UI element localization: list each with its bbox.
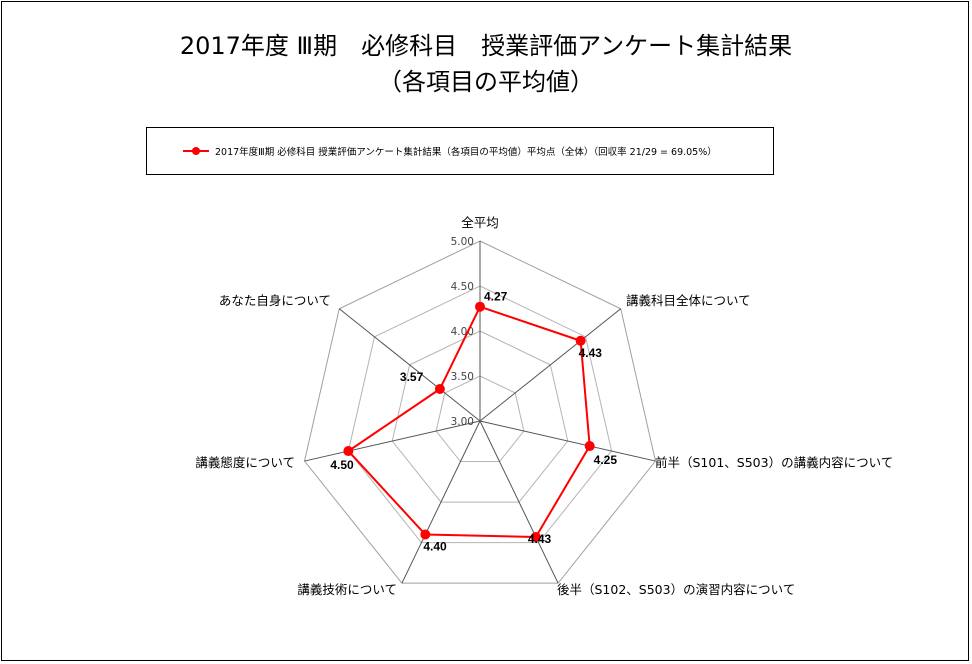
tick-label: 3.50 — [451, 371, 474, 383]
category-label: 前半（S101、S503）の講義内容について — [655, 455, 893, 470]
category-label: 講義態度について — [195, 455, 295, 470]
tick-label: 4.50 — [451, 281, 474, 293]
category-label: 講義科目全体について — [626, 293, 751, 308]
chart-subtitle: （各項目の平均値） — [378, 68, 594, 96]
axis-spoke — [479, 420, 559, 584]
axis-spoke — [304, 420, 481, 462]
data-value-label: 4.50 — [330, 458, 354, 472]
data-value-label: 4.25 — [594, 453, 618, 467]
data-point — [420, 529, 431, 540]
axis-spoke — [338, 308, 481, 422]
radar-tick-labels: 3.003.504.004.505.00 — [451, 236, 474, 428]
data-value-label: 4.43 — [579, 346, 603, 360]
data-value-label: 3.57 — [400, 370, 424, 384]
category-label: 後半（S102、S503）の演習内容について — [557, 582, 795, 597]
data-point — [575, 335, 586, 346]
radar-value-labels: 4.27 4.43 4.25 4.43 4.40 4.50 3.57 — [330, 290, 617, 554]
data-value-label: 4.43 — [528, 532, 552, 546]
legend: 2017年度Ⅲ期 必修科目 授業評価アンケート集計結果（各項目の平均値）平均点（… — [146, 127, 774, 175]
data-point — [584, 441, 595, 452]
grid-ring — [347, 285, 613, 544]
radar-grid — [303, 240, 657, 584]
data-value-label: 4.40 — [423, 540, 447, 554]
grid-ring — [435, 375, 525, 463]
axis-spoke — [479, 420, 656, 462]
tick-label: 5.00 — [451, 236, 474, 248]
radar-axes — [304, 241, 656, 584]
chart-title: 2017年度 Ⅲ期 必修科目 授業評価アンケート集計結果 — [179, 32, 793, 60]
grid-ring — [391, 330, 569, 503]
data-point — [475, 301, 485, 312]
category-label: 講義技術について — [297, 582, 397, 597]
data-point — [530, 531, 541, 542]
legend-label: 2017年度Ⅲ期 必修科目 授業評価アンケート集計結果（各項目の平均値）平均点（… — [215, 147, 717, 158]
data-point — [343, 446, 354, 457]
data-point — [434, 384, 445, 395]
data-value-label: 4.27 — [484, 290, 508, 304]
legend-dot-marker — [192, 147, 200, 155]
tick-label: 3.00 — [451, 416, 474, 428]
axis-spoke — [401, 420, 481, 584]
category-label: 全平均 — [461, 215, 499, 230]
series-line — [346, 305, 591, 538]
axis-spoke — [479, 308, 622, 422]
radar-series — [343, 301, 595, 542]
radar-category-labels: 全平均講義科目全体について前半（S101、S503）の講義内容について後半（S1… — [195, 215, 893, 597]
grid-ring — [303, 240, 657, 584]
category-label: あなた自身について — [219, 293, 331, 308]
